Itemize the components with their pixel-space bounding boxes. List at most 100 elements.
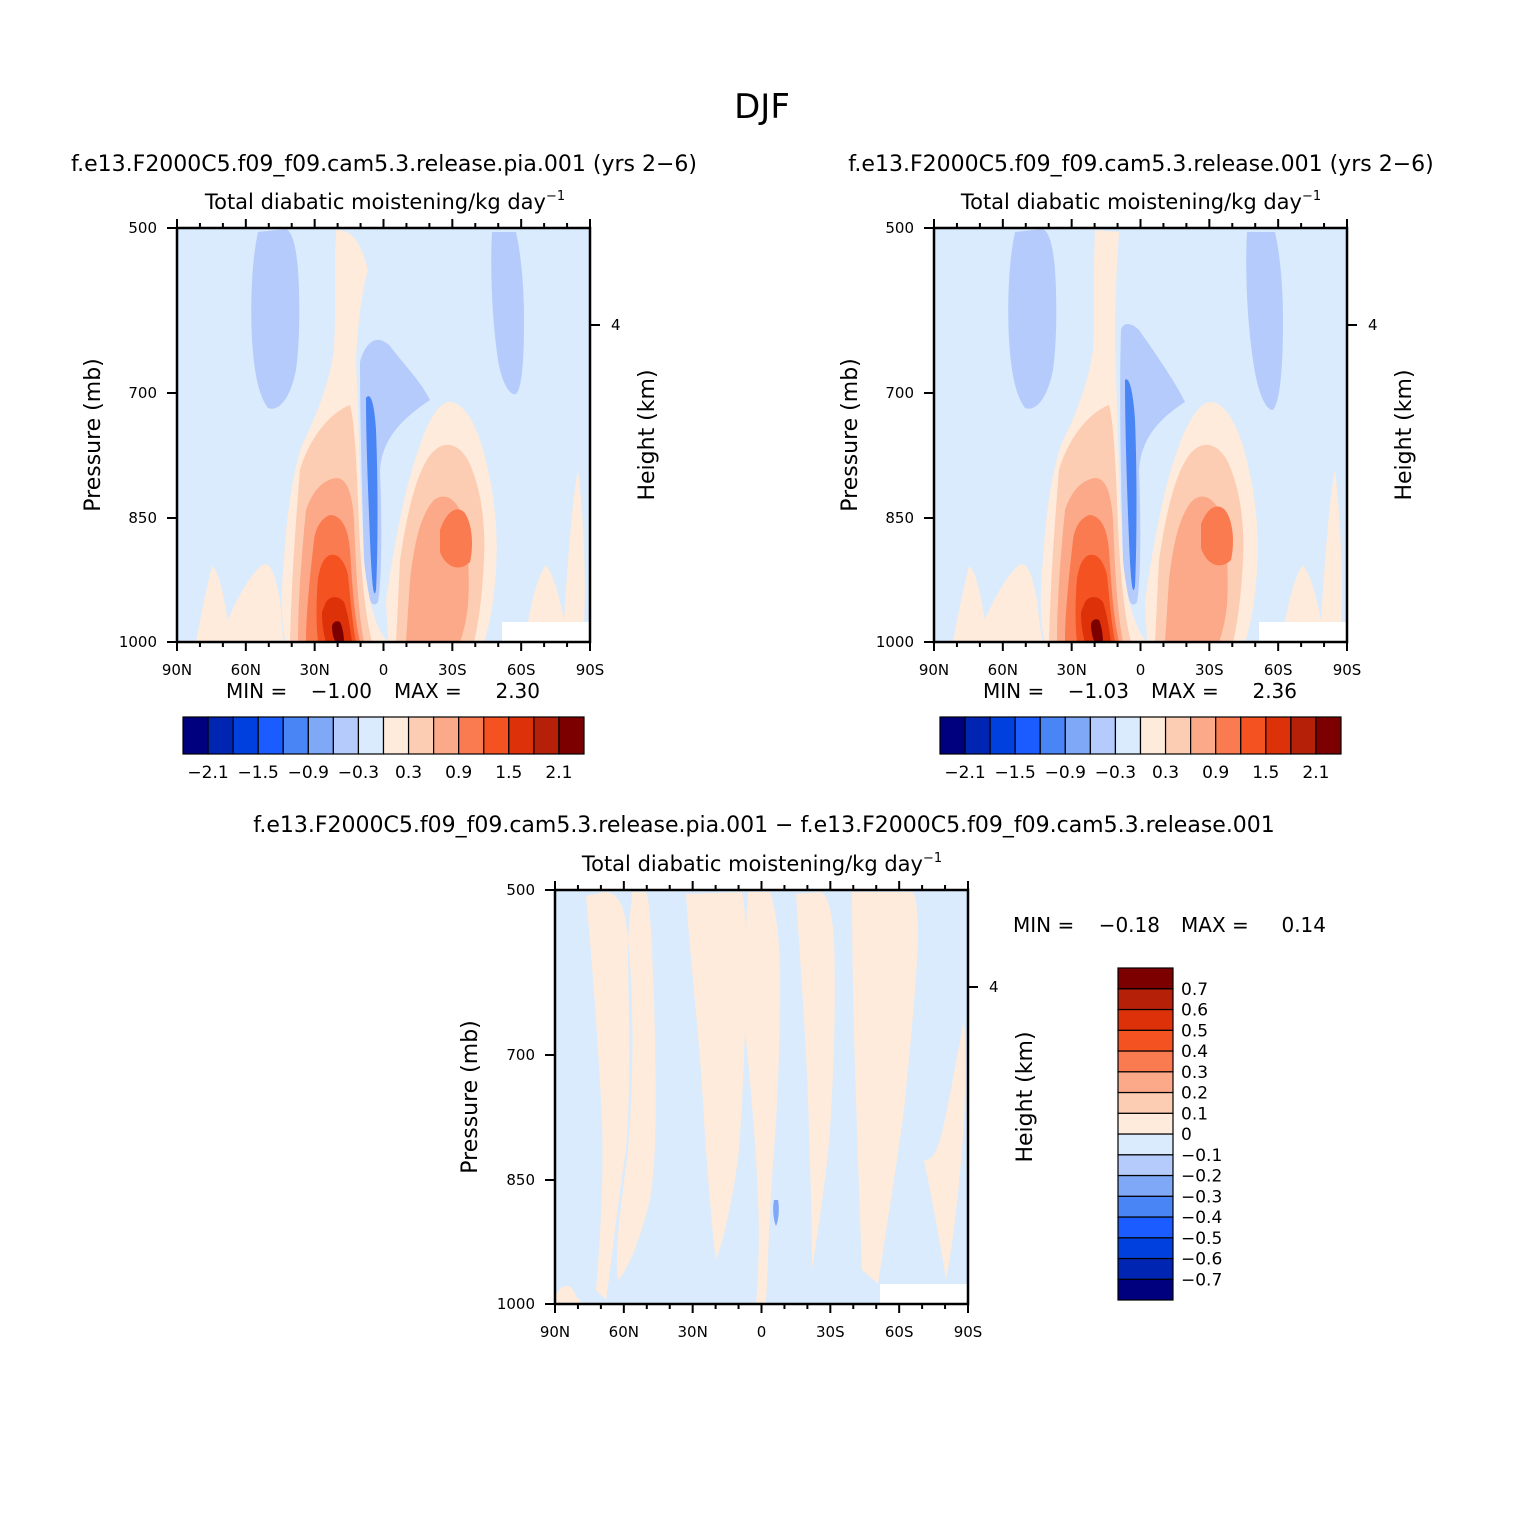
- colorbar-swatch: [232, 716, 259, 755]
- panel-1-max-value: 2.30: [495, 679, 540, 703]
- colorbar-label: −0.9: [1045, 763, 1086, 783]
- x-tick-label: 60S: [885, 1323, 914, 1341]
- panel-1: f.e13.F2000C5.f09_f09.cam5.3.release.pia…: [71, 152, 697, 783]
- colorbar-label: −0.1: [1181, 1146, 1222, 1166]
- x-tick-label: 90S: [1333, 661, 1362, 679]
- panel-3-min-value: −0.18: [1099, 913, 1160, 937]
- x-tick-label: 0: [379, 661, 389, 679]
- x-tick-label: 60N: [609, 1323, 639, 1341]
- y-tick-label: 700: [885, 384, 914, 402]
- panel-2-ylabel: Pressure (mb): [838, 358, 863, 512]
- panel-1-colorbar: −2.1 −1.5 −0.9 −0.3 0.3 0.9 1.5 2.1: [182, 716, 585, 783]
- colorbar-swatch: [1064, 716, 1091, 755]
- panel-3-x-ticks: 90N 60N 30N 0 30S 60S 90S: [540, 881, 982, 1341]
- colorbar-swatch: [1117, 1091, 1174, 1114]
- x-tick-label: 60S: [1264, 661, 1293, 679]
- y-tick-label: 1000: [497, 1295, 535, 1313]
- colorbar-label: 1.5: [495, 763, 522, 783]
- y-tick-label: 1000: [119, 633, 157, 651]
- x-tick-label: 30S: [1195, 661, 1224, 679]
- colorbar-swatch: [182, 716, 209, 755]
- colorbar-swatch: [1117, 1029, 1174, 1052]
- colorbar-swatch: [1315, 716, 1342, 755]
- colorbar-swatch: [433, 716, 460, 755]
- positive-level-4-south: [1201, 506, 1233, 566]
- panel-1-min-value: −1.00: [311, 679, 372, 703]
- colorbar-label: 0.3: [1152, 763, 1179, 783]
- colorbar-label: −0.3: [1095, 763, 1136, 783]
- colorbar-swatch: [989, 716, 1016, 755]
- x-tick-label: 0: [757, 1323, 767, 1341]
- colorbar-label: 0.1: [1181, 1104, 1208, 1124]
- x-tick-label: 90N: [919, 661, 949, 679]
- y-tick-label: 850: [506, 1171, 535, 1189]
- colorbar-swatch: [357, 716, 385, 755]
- colorbar-swatch: [257, 716, 284, 755]
- colorbar-label: −1.5: [995, 763, 1036, 783]
- panel-2-ylabel-right: Height (km): [1392, 369, 1417, 500]
- colorbar-swatch: [1089, 716, 1117, 755]
- colorbar-swatch: [1117, 1195, 1174, 1218]
- panel-3-min-label: MIN =: [1013, 913, 1074, 937]
- panel-2-y-ticks: 500 700 850 1000: [876, 219, 934, 651]
- y-tick-label: 500: [128, 219, 157, 237]
- colorbar-label: 0.5: [1181, 1021, 1208, 1041]
- panel-2-max-label: MAX =: [1151, 679, 1219, 703]
- y-tick-label: 850: [885, 509, 914, 527]
- colorbar-swatch: [939, 716, 966, 755]
- colorbar-swatch: [1117, 1008, 1174, 1031]
- colorbar-label: −0.9: [288, 763, 329, 783]
- panel-2-min-value: −1.03: [1068, 679, 1129, 703]
- missing-data-patch: [502, 622, 590, 642]
- panel-2: f.e13.F2000C5.f09_f09.cam5.3.release.001…: [838, 152, 1434, 783]
- colorbar-swatch: [1164, 716, 1192, 755]
- colorbar-label: 1.5: [1252, 763, 1279, 783]
- panel-3-variable-name: Total diabatic moistening/kg day: [581, 852, 923, 876]
- panel-3-ylabel-right: Height (km): [1013, 1031, 1038, 1162]
- colorbar-swatch: [1265, 716, 1292, 755]
- panel-3-variable-title: Total diabatic moistening/kg day−1: [581, 851, 942, 876]
- panel-2-max-value: 2.36: [1252, 679, 1297, 703]
- panel-1-x-ticks: 90N 60N 30N 0 30S 60S 90S: [162, 219, 604, 679]
- colorbar-label: 0.2: [1181, 1084, 1208, 1104]
- colorbar-label: 0.4: [1181, 1042, 1208, 1062]
- x-tick-label: 0: [1136, 661, 1146, 679]
- positive-wisps-north: [196, 564, 284, 642]
- x-tick-label: 30S: [438, 661, 467, 679]
- panel-1-y-ticks: 500 700 850 1000: [119, 219, 177, 651]
- positive-core-north: [332, 621, 344, 642]
- y-tick-label: 500: [506, 881, 535, 899]
- panel-2-axes: 90N 60N 30N 0 30S 60S 90S 500 700 850 1000 4 Pres…: [838, 219, 1417, 679]
- panel-1-ylabel: Pressure (mb): [81, 358, 106, 512]
- positive-bottom-edge: [556, 1285, 582, 1304]
- colorbar-swatch: [1117, 1174, 1174, 1197]
- colorbar-swatch: [207, 716, 234, 755]
- panel-1-title: f.e13.F2000C5.f09_f09.cam5.3.release.pia…: [71, 152, 697, 177]
- colorbar-swatch: [1117, 1278, 1174, 1301]
- positive-level-4-south: [440, 509, 472, 568]
- colorbar-label: −0.6: [1181, 1250, 1222, 1270]
- colorbar-swatch: [1117, 1257, 1174, 1280]
- y-tick-label: 500: [885, 219, 914, 237]
- colorbar-swatch: [1190, 716, 1217, 755]
- panel-2-variable-name: Total diabatic moistening/kg day: [960, 190, 1302, 214]
- positive-strip-4: [742, 892, 780, 1304]
- colorbar-swatch: [1240, 716, 1267, 755]
- colorbar-label: −0.5: [1181, 1229, 1222, 1249]
- missing-data-patch: [880, 1284, 968, 1304]
- panel-2-colorbar: −2.1 −1.5 −0.9 −0.3 0.3 0.9 1.5 2.1: [939, 716, 1342, 783]
- colorbar-swatch: [558, 716, 585, 755]
- y-tick-label: 1000: [876, 633, 914, 651]
- colorbar-swatch: [332, 716, 360, 755]
- colorbar-swatch: [1117, 1050, 1174, 1073]
- colorbar-label: 0.6: [1181, 1001, 1208, 1021]
- panel-3-field: [555, 890, 968, 1304]
- panel-1-variable-exponent: −1: [546, 189, 565, 204]
- panel-2-stats: MIN = −1.03 MAX = 2.36: [983, 679, 1297, 703]
- negative-speck: [773, 1200, 779, 1226]
- colorbar-swatch: [1117, 1071, 1174, 1094]
- x-tick-label: 90S: [954, 1323, 983, 1341]
- colorbar-swatch: [964, 716, 991, 755]
- panel-1-field: [177, 228, 590, 642]
- panel-2-variable-title: Total diabatic moistening/kg day−1: [960, 189, 1321, 214]
